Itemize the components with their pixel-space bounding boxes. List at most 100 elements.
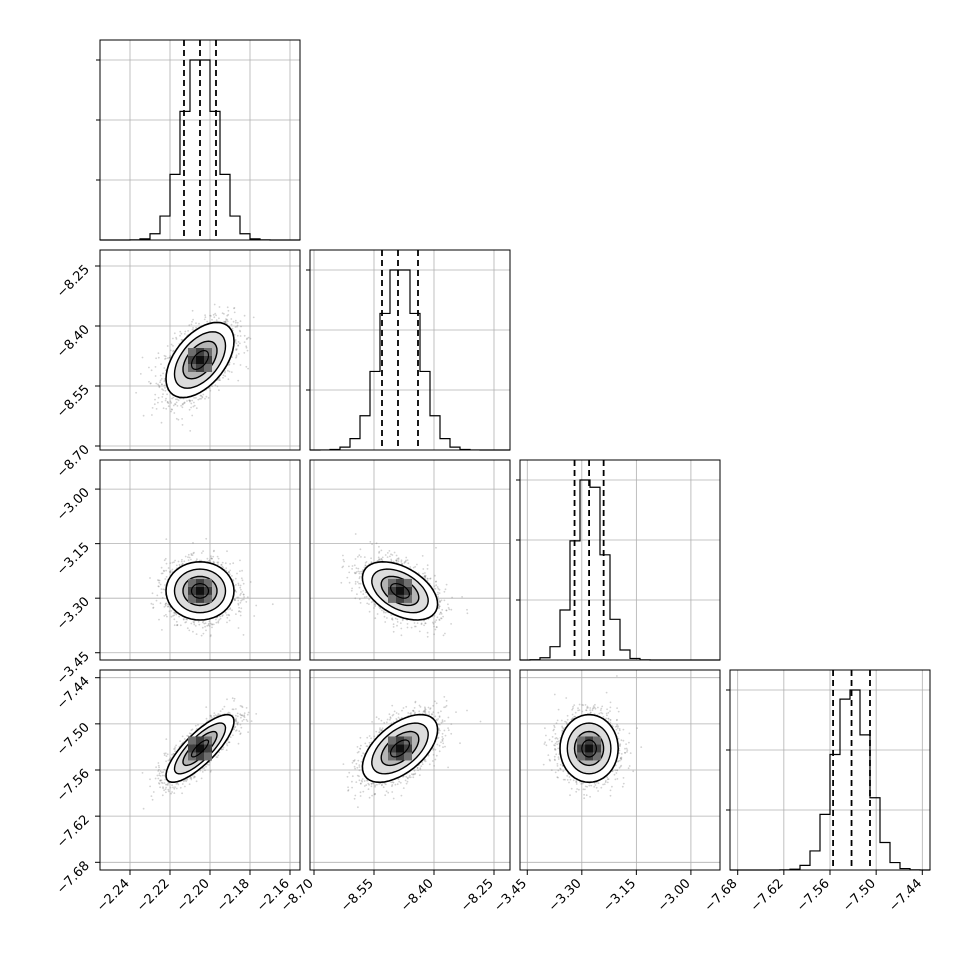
- scatter-point: [183, 402, 186, 404]
- scatter-point: [225, 318, 227, 320]
- scatter-point: [157, 356, 160, 359]
- scatter-point: [167, 603, 169, 606]
- scatter-point: [226, 320, 229, 323]
- scatter-point: [161, 396, 164, 398]
- scatter-point: [190, 622, 193, 625]
- scatter-point: [171, 568, 174, 571]
- scatter-point: [208, 625, 211, 627]
- scatter-point: [155, 408, 158, 410]
- scatter-point: [149, 382, 152, 385]
- scatter-point: [168, 356, 171, 359]
- scatter-point: [191, 309, 194, 312]
- scatter-point: [186, 627, 189, 630]
- scatter-point: [227, 613, 230, 616]
- scatter-point: [164, 355, 167, 358]
- scatter-point: [192, 542, 194, 544]
- scatter-point: [235, 321, 237, 324]
- scatter-point: [246, 349, 249, 352]
- scatter-point: [436, 616, 439, 619]
- scatter-point: [193, 623, 196, 626]
- scatter-point: [160, 378, 163, 380]
- panel-1-1: [306, 249, 511, 451]
- scatter-point: [224, 562, 227, 565]
- scatter-point: [202, 393, 205, 396]
- scatter-point: [239, 320, 242, 322]
- scatter-point: [189, 430, 192, 432]
- scatter-point: [424, 572, 426, 574]
- scatter-point: [211, 385, 214, 388]
- scatter-point: [210, 315, 212, 317]
- scatter-point: [149, 577, 151, 579]
- scatter-point: [241, 569, 244, 572]
- scatter-point: [175, 401, 178, 404]
- density-bin: [204, 364, 212, 372]
- scatter-point: [212, 623, 215, 626]
- scatter-point: [177, 560, 180, 563]
- scatter-point: [158, 385, 161, 388]
- scatter-point: [242, 582, 245, 585]
- scatter-point: [189, 399, 192, 402]
- scatter-point: [187, 330, 190, 332]
- scatter-point: [151, 414, 153, 416]
- scatter-point: [170, 410, 173, 413]
- scatter-point: [238, 606, 241, 609]
- scatter-point: [239, 330, 242, 333]
- scatter-point: [151, 592, 154, 595]
- scatter-point: [193, 397, 196, 399]
- scatter-point: [176, 398, 179, 401]
- scatter-point: [222, 376, 224, 379]
- scatter-point: [170, 408, 173, 411]
- scatter-point: [252, 316, 255, 319]
- scatter-point: [399, 622, 402, 624]
- scatter-point: [174, 403, 177, 406]
- scatter-point: [170, 615, 173, 618]
- scatter-point: [214, 312, 217, 315]
- scatter-point: [181, 403, 184, 405]
- scatter-point: [396, 618, 399, 621]
- scatter-point: [400, 634, 403, 637]
- scatter-point: [231, 609, 233, 612]
- scatter-point: [224, 322, 227, 324]
- scatter-point: [180, 332, 183, 335]
- scatter-point: [165, 407, 168, 410]
- scatter-point: [226, 616, 229, 619]
- scatter-point: [368, 610, 371, 613]
- scatter-point: [444, 588, 447, 591]
- scatter-point: [162, 393, 164, 396]
- scatter-point: [192, 318, 195, 321]
- scatter-point: [200, 397, 203, 400]
- scatter-point: [243, 341, 246, 343]
- scatter-point: [206, 557, 209, 560]
- scatter-point: [183, 401, 186, 404]
- scatter-point: [370, 557, 372, 560]
- scatter-point: [381, 609, 383, 612]
- scatter-point: [371, 543, 373, 545]
- scatter-point: [343, 560, 345, 563]
- scatter-point: [169, 400, 172, 403]
- scatter-point: [148, 380, 150, 383]
- scatter-point: [202, 550, 205, 552]
- scatter-point: [206, 320, 209, 323]
- scatter-point: [389, 555, 391, 558]
- scatter-point: [236, 324, 239, 327]
- scatter-point: [151, 407, 154, 409]
- scatter-point: [353, 564, 356, 567]
- scatter-point: [173, 412, 176, 414]
- scatter-point: [164, 387, 166, 389]
- scatter-point: [179, 624, 182, 627]
- scatter-point: [240, 325, 242, 328]
- scatter-point: [397, 560, 400, 563]
- scatter-point: [150, 369, 153, 372]
- scatter-point: [450, 608, 453, 611]
- scatter-point: [169, 354, 172, 357]
- scatter-point: [179, 330, 182, 333]
- scatter-point: [240, 588, 242, 591]
- scatter-point: [223, 313, 225, 315]
- scatter-point: [225, 567, 228, 570]
- scatter-point: [157, 396, 160, 399]
- scatter-point: [396, 621, 399, 623]
- scatter-point: [384, 621, 387, 623]
- scatter-point: [221, 561, 224, 564]
- scatter-point: [167, 405, 170, 408]
